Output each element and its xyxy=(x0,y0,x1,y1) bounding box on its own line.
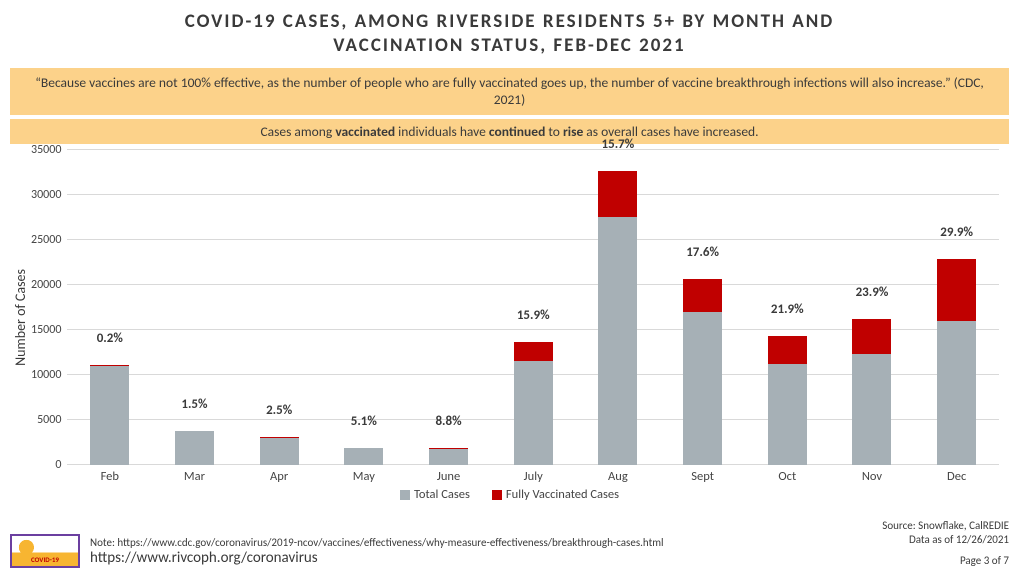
x-tick-label: May xyxy=(321,465,406,485)
bar-segment-total xyxy=(175,431,214,464)
stacked-bar xyxy=(514,342,553,465)
legend-swatch xyxy=(400,490,410,500)
bar-segment-total xyxy=(514,361,553,464)
legend-item: Total Cases xyxy=(400,487,470,502)
legend-label: Fully Vaccinated Cases xyxy=(506,487,619,502)
bar-slot: 1.5% xyxy=(152,150,237,465)
x-tick-label: July xyxy=(491,465,576,485)
x-tick-label: June xyxy=(406,465,491,485)
bar-segment-total xyxy=(90,366,129,465)
bar-segment-total xyxy=(852,354,891,465)
bar-pct-label: 0.2% xyxy=(97,331,123,348)
source-line-2: Data as of 12/26/2021 xyxy=(882,533,1009,547)
x-tick-label: Mar xyxy=(152,465,237,485)
summary-banner: Cases among vaccinated individuals have … xyxy=(10,119,1009,144)
stacked-bar xyxy=(429,448,468,465)
footer-left: COVID-19 Note: https://www.cdc.gov/coron… xyxy=(10,534,664,568)
x-tick-label: Feb xyxy=(67,465,152,485)
stacked-bar xyxy=(90,365,129,464)
bar-slot: 23.9% xyxy=(830,150,915,465)
bar-segment-total xyxy=(260,438,299,465)
bar-slot: 15.9% xyxy=(491,150,576,465)
bar-segment-total xyxy=(683,312,722,465)
quote-text: “Because vaccines are not 100% effective… xyxy=(35,74,984,109)
bar-slot: 0.2% xyxy=(67,150,152,465)
x-tick-label: Nov xyxy=(830,465,915,485)
bar-pct-label: 17.6% xyxy=(686,245,719,262)
stacked-bar xyxy=(683,279,722,465)
chart-area: Number of Cases 350003000025000200001500… xyxy=(10,150,999,485)
bar-pct-label: 15.9% xyxy=(517,308,550,325)
bar-slot: 29.9% xyxy=(914,150,999,465)
bar-segment-total xyxy=(344,448,383,464)
bar-segment-vaccinated xyxy=(937,259,976,320)
stacked-bar xyxy=(175,431,214,465)
stacked-bar xyxy=(260,437,299,465)
bar-segment-vaccinated xyxy=(852,319,891,354)
title-line-2: VACCINATION STATUS, FEB-DEC 2021 xyxy=(333,34,685,57)
summary-bold-3: rise xyxy=(563,123,583,140)
x-tick-label: Sept xyxy=(660,465,745,485)
stacked-bar xyxy=(768,336,807,465)
bar-pct-label: 1.5% xyxy=(181,397,207,414)
summary-pre: Cases among xyxy=(260,123,335,140)
footer-right: Source: Snowflake, CalREDIE Data as of 1… xyxy=(882,519,1009,568)
summary-mid-2: to xyxy=(545,123,563,140)
summary-bold-2: continued xyxy=(489,123,545,140)
bar-slot: 15.7% xyxy=(576,150,661,465)
y-axis-labels: 35000300002500020000150001000050000 xyxy=(31,150,67,485)
x-axis-labels: FebMarAprMayJuneJulyAugSeptOctNovDec xyxy=(67,465,999,485)
bar-pct-label: 21.9% xyxy=(771,302,804,319)
x-tick-label: Dec xyxy=(914,465,999,485)
bar-segment-vaccinated xyxy=(598,171,637,217)
bar-slot: 2.5% xyxy=(237,150,322,465)
stacked-bar xyxy=(937,259,976,464)
source-line-1: Source: Snowflake, CalREDIE xyxy=(882,519,1009,533)
covid-response-logo: COVID-19 xyxy=(10,534,80,568)
stacked-bar xyxy=(852,319,891,465)
stacked-bar xyxy=(598,171,637,465)
summary-mid-1: individuals have xyxy=(395,123,489,140)
bar-segment-total xyxy=(937,321,976,465)
footer-url: https://www.rivcoph.org/coronavirus xyxy=(90,549,664,567)
summary-bold-1: vaccinated xyxy=(335,123,395,140)
title-line-1: COVID-19 CASES, AMONG RIVERSIDE RESIDENT… xyxy=(185,10,835,33)
bar-segment-vaccinated xyxy=(768,336,807,364)
legend-swatch xyxy=(492,490,502,500)
bar-segment-total xyxy=(768,364,807,465)
plot-area: 0.2% 1.5% 2.5% 5.1% 8.8% 15.9% 15.7% 17.6% 21.9%… xyxy=(67,150,999,485)
footer-note-block: Note: https://www.cdc.gov/coronavirus/20… xyxy=(90,536,664,567)
bars-container: 0.2% 1.5% 2.5% 5.1% 8.8% 15.9% 15.7% 17.6% 21.9%… xyxy=(67,150,999,465)
bar-pct-label: 5.1% xyxy=(351,414,377,431)
chart-legend: Total Cases Fully Vaccinated Cases xyxy=(0,487,1019,502)
bar-slot: 21.9% xyxy=(745,150,830,465)
x-tick-label: Apr xyxy=(237,465,322,485)
quote-banner: “Because vaccines are not 100% effective… xyxy=(10,68,1009,115)
x-tick-label: Aug xyxy=(576,465,661,485)
bar-segment-total xyxy=(598,217,637,464)
legend-label: Total Cases xyxy=(414,487,470,502)
stacked-bar xyxy=(344,448,383,465)
bar-segment-total xyxy=(429,449,468,464)
bar-pct-label: 15.7% xyxy=(602,137,635,154)
bar-pct-label: 29.9% xyxy=(940,225,973,242)
y-axis-title: Number of Cases xyxy=(10,269,31,366)
page-number: Page 3 of 7 xyxy=(882,554,1009,568)
footer-note: Note: https://www.cdc.gov/coronavirus/20… xyxy=(90,536,664,549)
bar-slot: 5.1% xyxy=(321,150,406,465)
bar-segment-vaccinated xyxy=(514,342,553,362)
chart-title: COVID-19 CASES, AMONG RIVERSIDE RESIDENT… xyxy=(0,0,1019,62)
bar-pct-label: 8.8% xyxy=(435,414,461,431)
x-tick-label: Oct xyxy=(745,465,830,485)
page-footer: COVID-19 Note: https://www.cdc.gov/coron… xyxy=(10,519,1009,568)
bar-slot: 8.8% xyxy=(406,150,491,465)
bar-segment-vaccinated xyxy=(683,279,722,312)
bar-slot: 17.6% xyxy=(660,150,745,465)
bar-pct-label: 23.9% xyxy=(856,285,889,302)
legend-item: Fully Vaccinated Cases xyxy=(492,487,619,502)
bar-pct-label: 2.5% xyxy=(266,403,292,420)
logo-text: COVID-19 xyxy=(31,555,59,564)
